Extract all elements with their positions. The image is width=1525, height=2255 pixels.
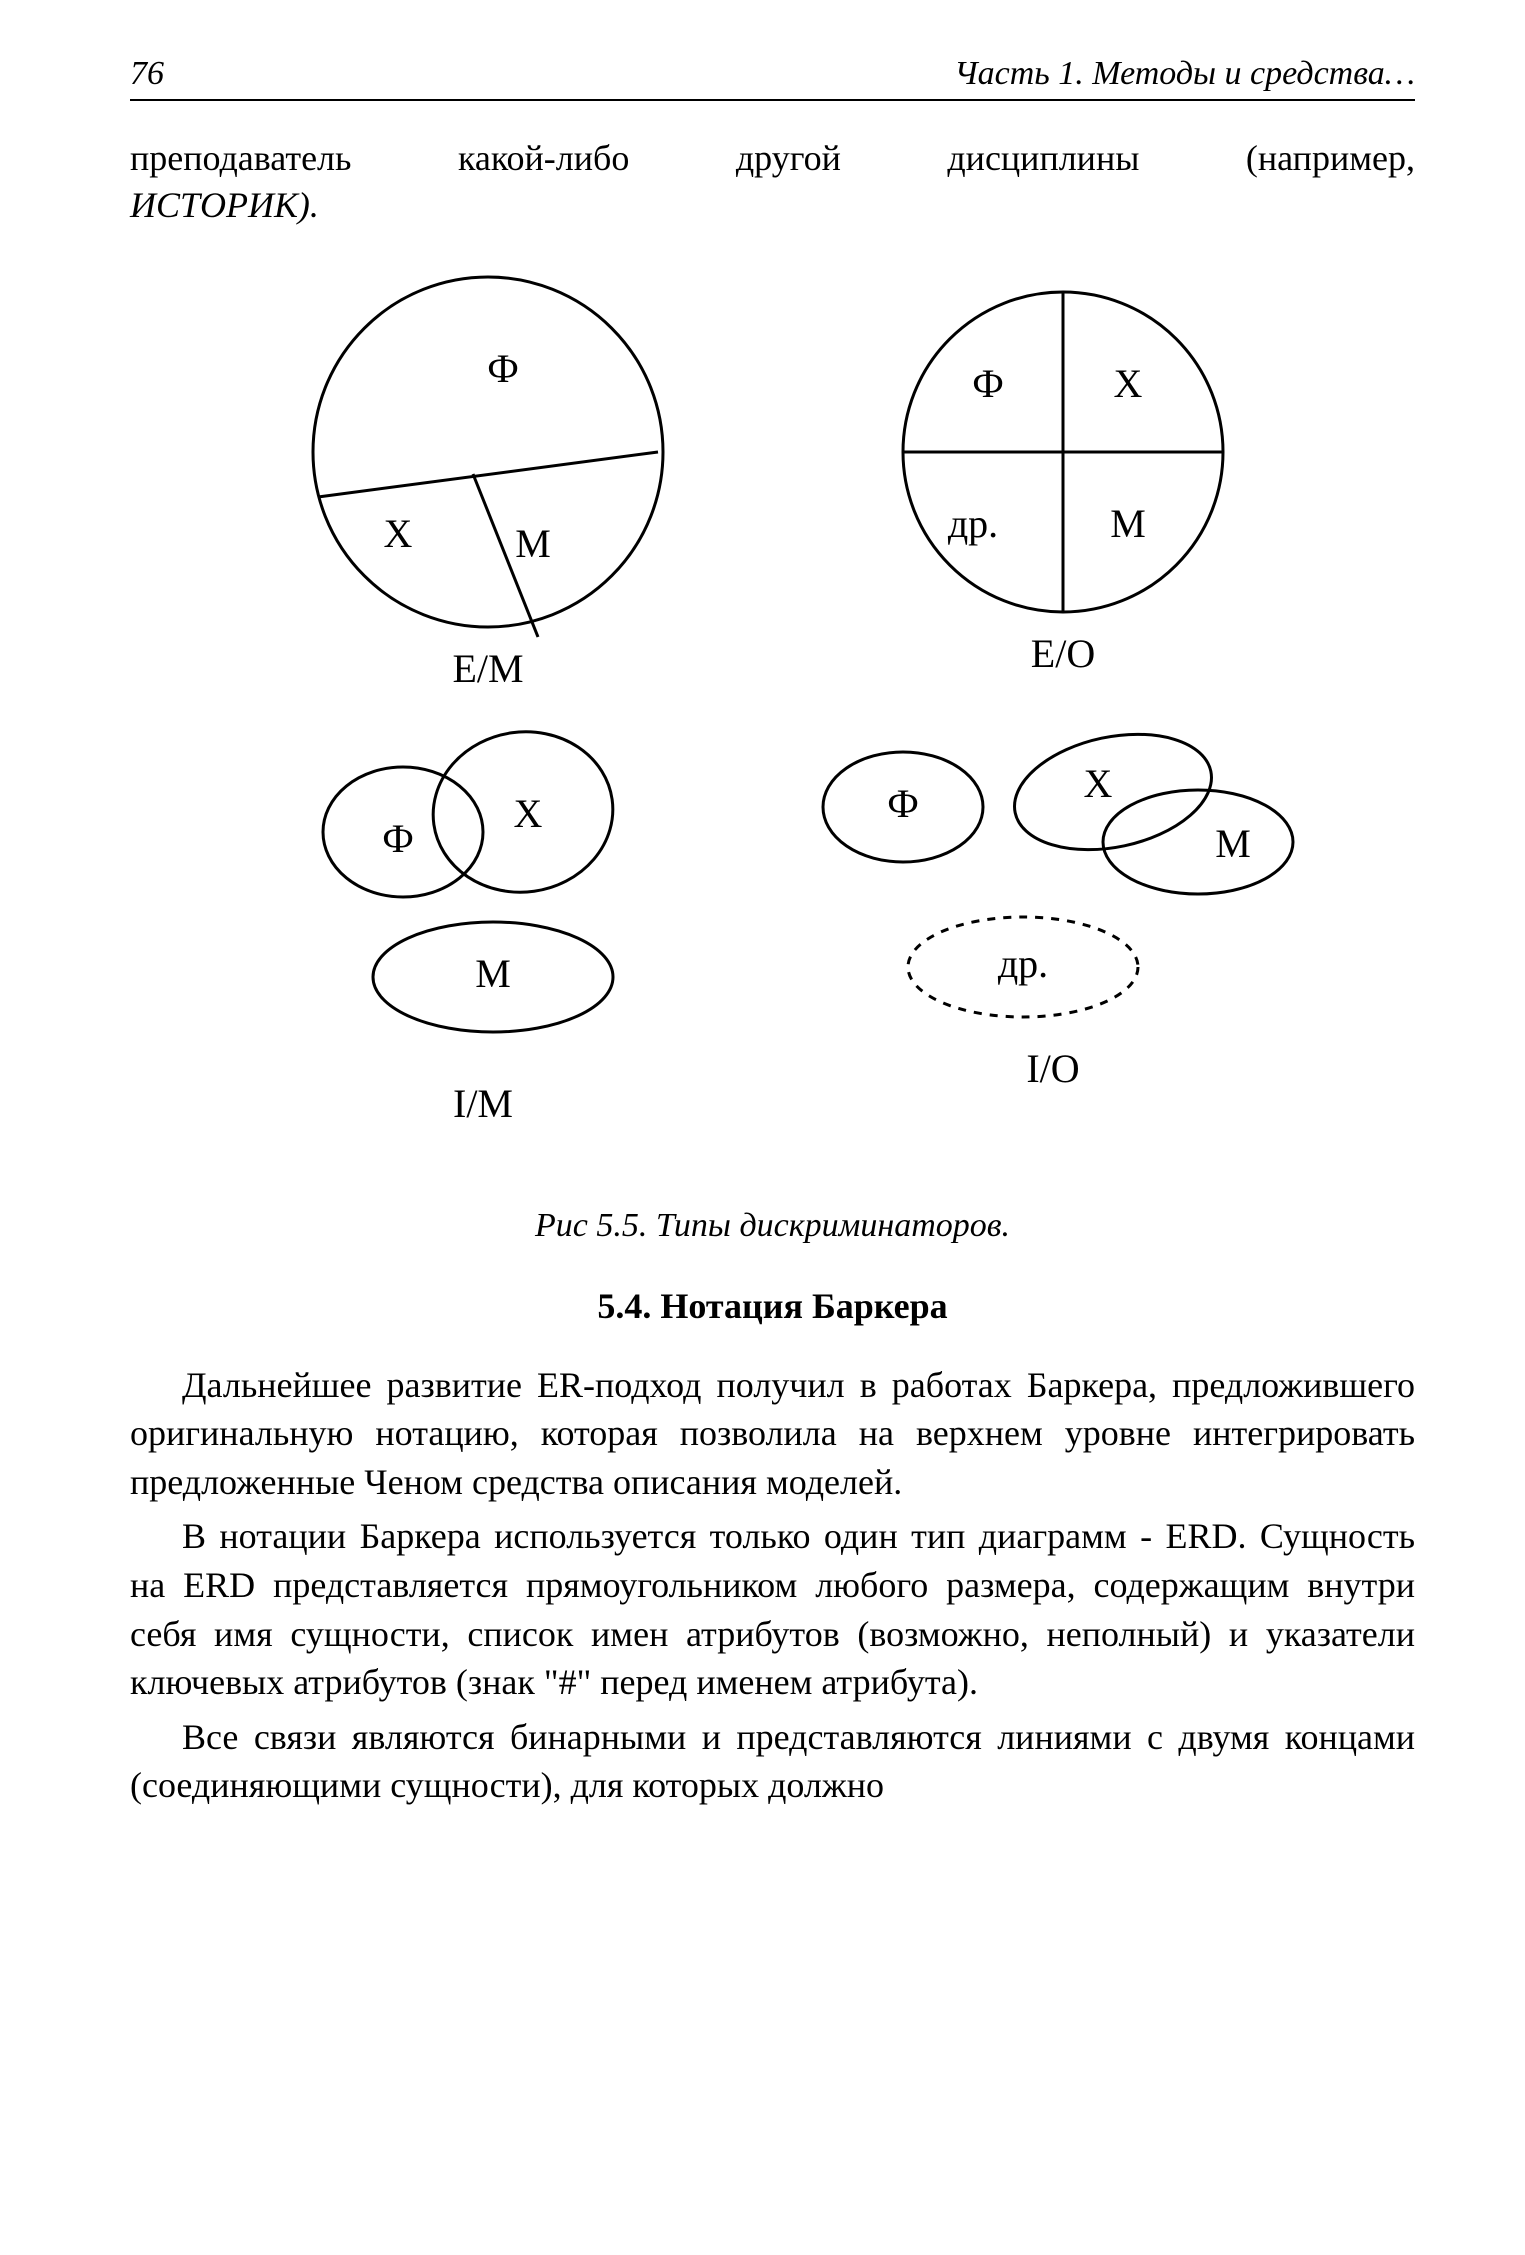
svg-text:Х: Х	[1083, 761, 1112, 806]
svg-text:М: М	[1110, 501, 1146, 546]
svg-text:Ф: Ф	[382, 816, 414, 861]
lead-word-2: другой	[736, 137, 841, 179]
page: 76 Часть 1. Методы и средства… преподава…	[0, 0, 1525, 2255]
body-para-3-text: Все связи являются бинарными и представл…	[130, 1717, 1415, 1806]
svg-text:др.: др.	[997, 941, 1047, 986]
svg-text:др.: др.	[947, 501, 997, 546]
figure-5-5: Ф Х М E/M Ф Хдр. М E/O Ф Х М I/M Ф Х Мдр. I/O	[130, 252, 1415, 1152]
svg-text:Х: Х	[383, 511, 412, 556]
figure-caption: Рис 5.5. Типы дискриминаторов.	[130, 1207, 1415, 1245]
lead-word-0: преподаватель	[130, 137, 351, 179]
body-para-3: Все связи являются бинарными и представл…	[130, 1713, 1415, 1810]
svg-text:Х: Х	[513, 791, 542, 836]
svg-text:Ф: Ф	[887, 781, 919, 826]
discriminator-diagram: Ф Х М E/M Ф Хдр. М E/O Ф Х М I/M Ф Х Мдр. I/O	[183, 252, 1363, 1152]
svg-text:E/O: E/O	[1030, 631, 1094, 676]
lead-word-1: какой-либо	[458, 137, 629, 179]
body-para-2-text: В нотации Баркера используется только од…	[130, 1516, 1415, 1702]
svg-text:Ф: Ф	[972, 361, 1004, 406]
svg-text:М: М	[1215, 821, 1251, 866]
svg-text:М: М	[475, 951, 511, 996]
running-head: 76 Часть 1. Методы и средства…	[130, 55, 1415, 101]
running-title: Часть 1. Методы и средства…	[954, 55, 1415, 93]
page-number: 76	[130, 55, 164, 93]
body-para-2: В нотации Баркера используется только од…	[130, 1512, 1415, 1706]
lead-word-4: (например,	[1246, 137, 1415, 179]
lead-tail: ИСТОРИК).	[130, 185, 319, 225]
lead-word-3: дисциплины	[947, 137, 1139, 179]
lead-para-line2: ИСТОРИК).	[130, 181, 1415, 230]
body-para-1: Дальнейшее развитие ER-подход получил в …	[130, 1361, 1415, 1507]
section-heading: 5.4. Нотация Баркера	[130, 1285, 1415, 1327]
svg-text:Х: Х	[1113, 361, 1142, 406]
svg-text:М: М	[515, 521, 551, 566]
lead-para-line1: преподаватель какой-либо другой дисципли…	[130, 137, 1415, 179]
svg-text:I/O: I/O	[1026, 1046, 1079, 1091]
svg-text:Ф: Ф	[487, 346, 519, 391]
svg-text:I/M: I/M	[453, 1081, 513, 1126]
svg-text:E/M: E/M	[452, 646, 523, 691]
body-para-1-text: Дальнейшее развитие ER-подход получил в …	[130, 1365, 1415, 1502]
